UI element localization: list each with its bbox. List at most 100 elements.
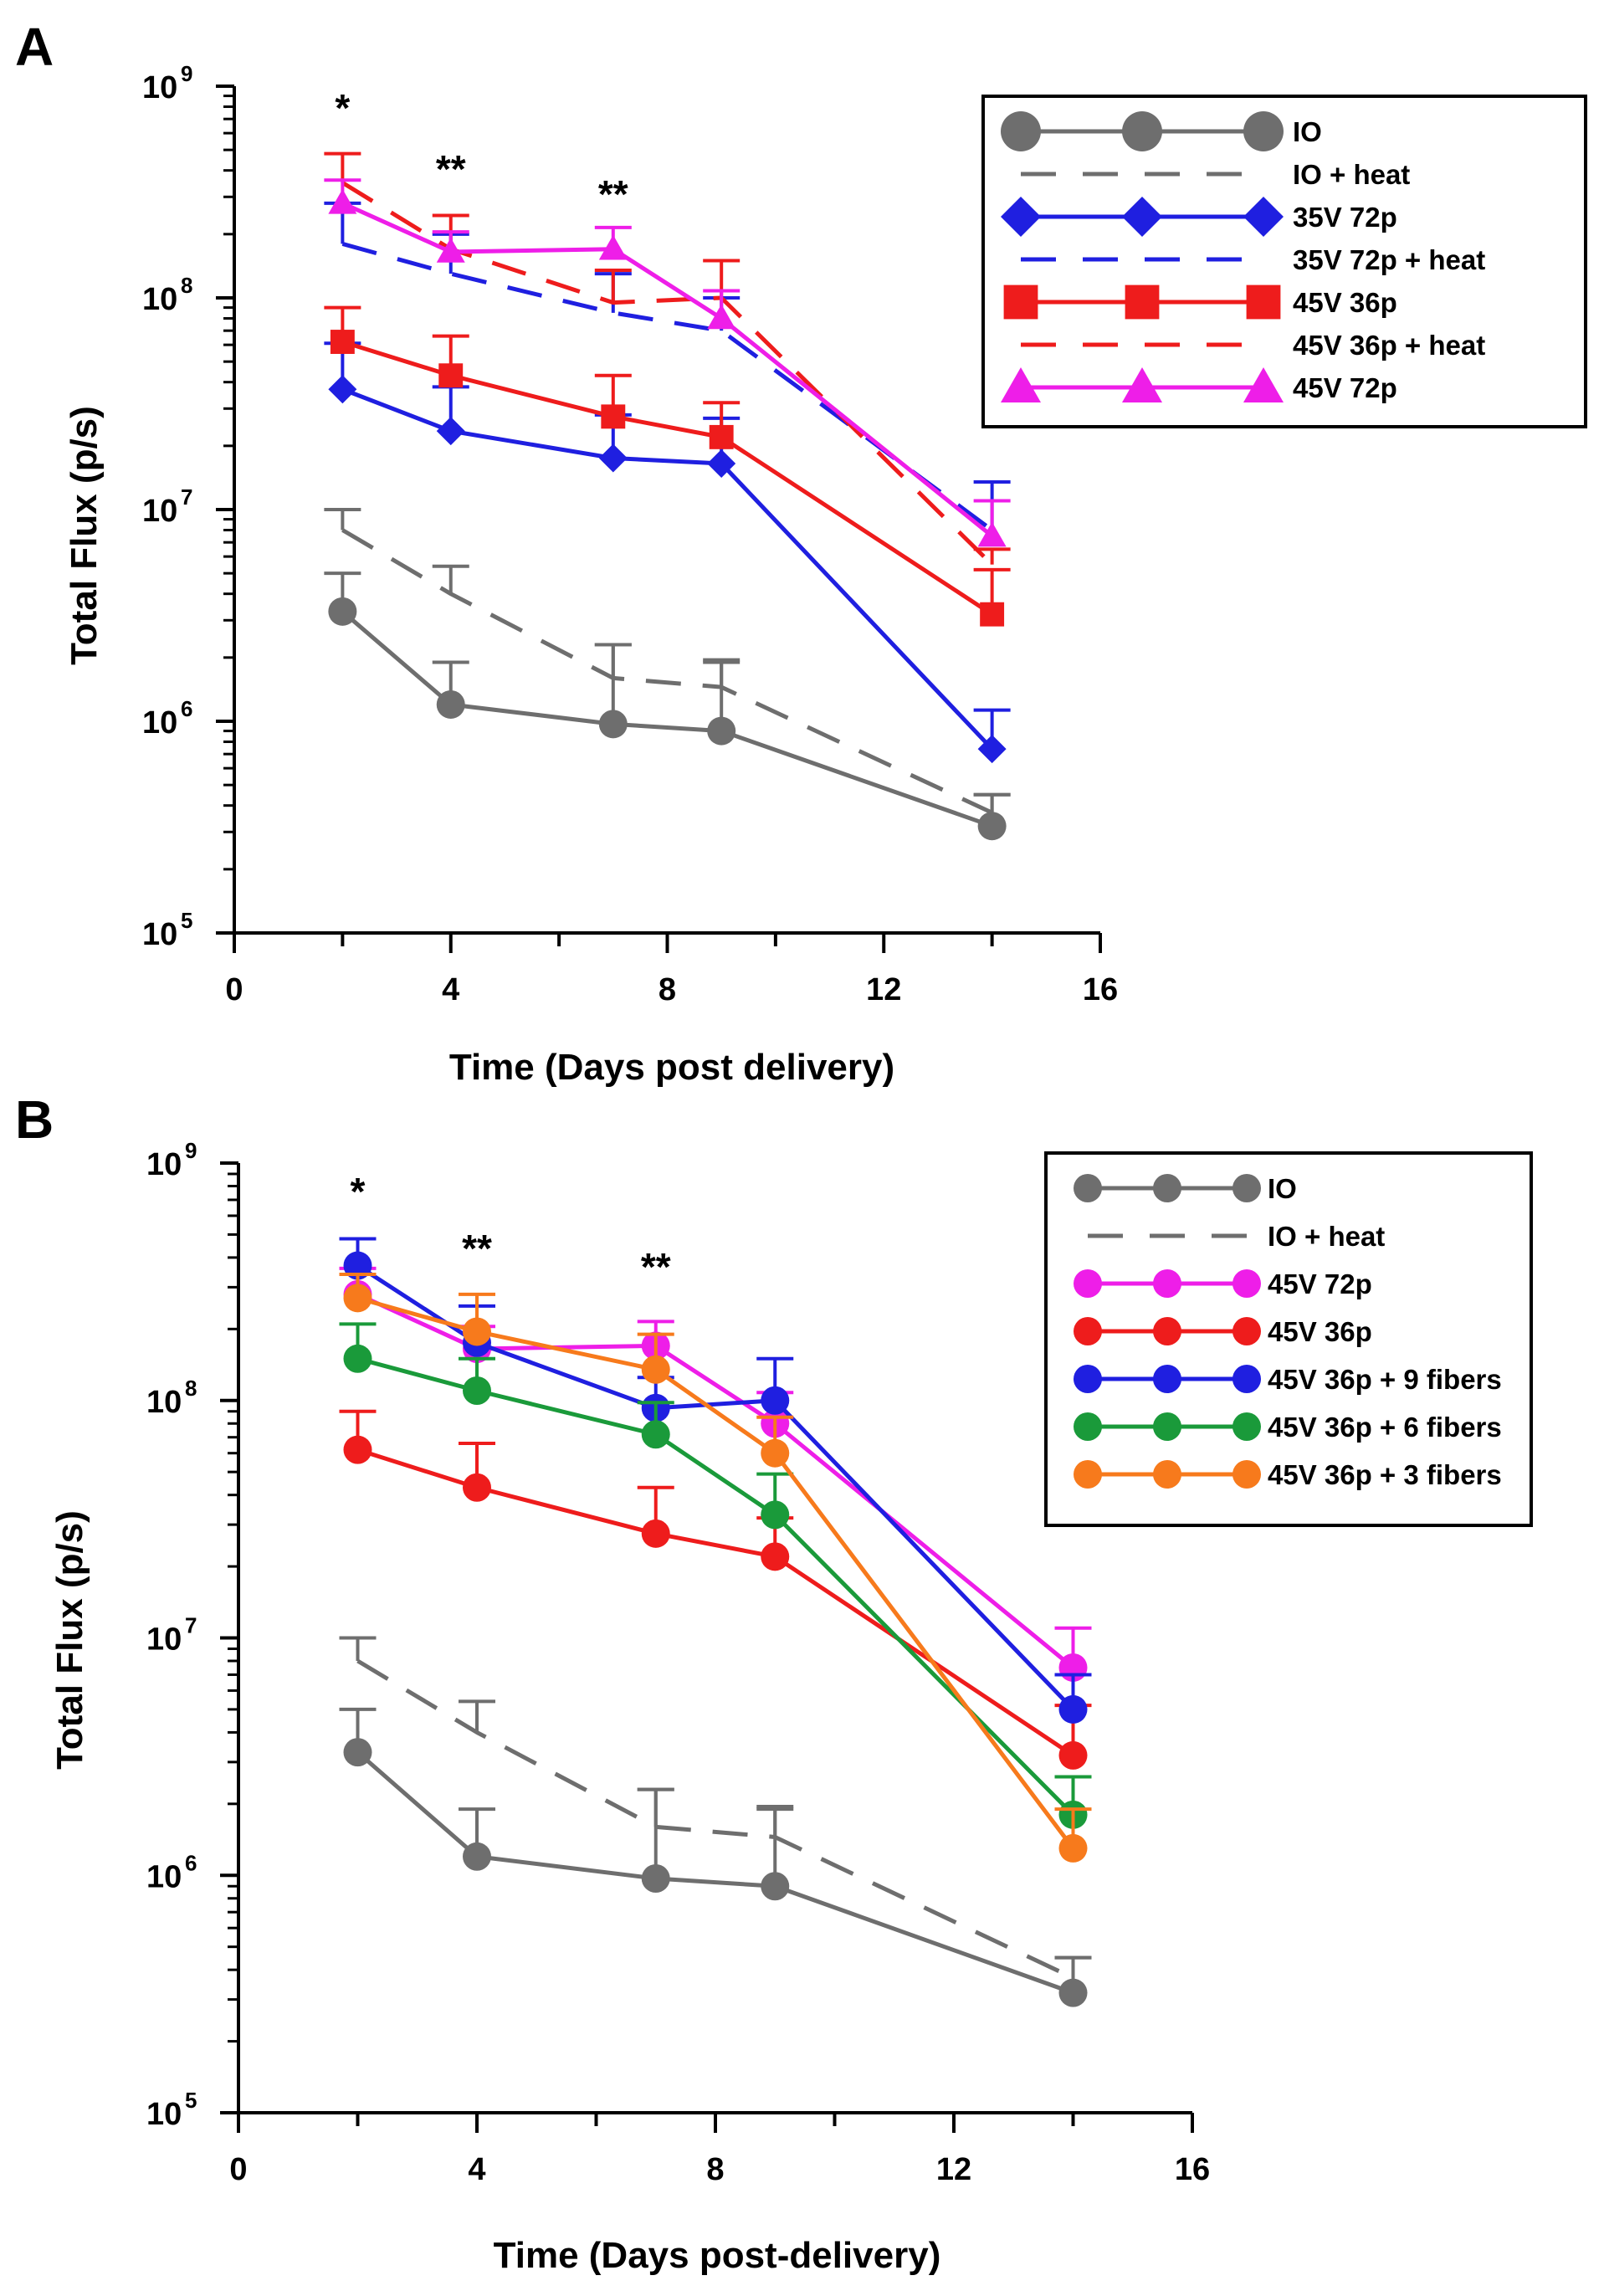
panel-b-axes: 10 510 610 710 810 90 4 8 12 16 [146,1138,1210,2187]
series-line [341,528,993,815]
data-point [761,1872,790,1901]
legend-swatch-marker [1001,367,1041,402]
y-tick-label: 10 [142,70,177,105]
legend-swatch-marker [1074,1174,1102,1202]
data-point [328,375,357,404]
data-point [598,443,628,473]
legend-swatch-marker [1246,284,1281,320]
x-tick-label: 0 [225,972,243,1007]
panel-b-series [339,1237,1092,2007]
legend-swatch-marker [1074,1317,1102,1345]
y-tick-label: 10 [146,1859,182,1894]
x-tick-label: 0 [229,2152,247,2187]
y-tick-exponent: 5 [181,908,192,933]
series-io [339,1707,1092,2007]
data-point [761,1500,790,1530]
y-tick-exponent: 8 [185,1376,197,1401]
x-tick-label: 12 [936,2152,971,2187]
legend-swatch-marker [1232,1412,1261,1441]
x-tick-label: 4 [442,972,459,1007]
legend-label: 45V 36p + 6 fibers [1268,1412,1502,1443]
y-tick-label: 10 [142,705,177,741]
legend-label: 45V 72p [1293,372,1397,403]
legend-item: 45V 36p [1003,284,1397,320]
data-point [977,735,1007,764]
legend-item: 45V 72p [1074,1268,1372,1299]
x-tick-label: 8 [706,2152,724,2187]
legend-swatch-marker [1122,367,1162,402]
y-tick-label: 10 [146,1147,182,1182]
legend-label: 45V 36p [1293,287,1397,318]
legend-swatch-marker [1243,111,1284,151]
y-tick-label: 10 [146,1385,182,1420]
data-point [328,597,357,626]
data-point [436,237,465,263]
data-point [761,1542,790,1571]
panel-a-y-axis-title: Total Flux (p/s) [64,406,105,665]
legend-swatch-marker [1232,1460,1261,1489]
legend-swatch-marker [1232,1365,1261,1393]
legend-item: 45V 36p + 9 fibers [1074,1364,1502,1395]
panel-b-chart: B 10 510 610 710 810 90 4 8 12 16 *** ** Time (Day… [15,1089,1533,2276]
legend-swatch-marker [1074,1365,1102,1393]
legend-item: 35V 72p + heat [1021,244,1485,275]
series-line [356,1658,1074,1981]
significance-marker: ** [598,172,628,216]
series-line [356,1750,1074,1996]
legend-swatch-marker [1001,111,1041,151]
panel-a-x-axis-title: Time (Days post delivery) [449,1047,894,1088]
panel-b-label: B [15,1089,54,1150]
panel-a-series [324,151,1011,841]
data-point [641,1420,670,1449]
legend-swatch-marker [1153,1317,1181,1345]
panel-b-annotations: *** ** [351,1170,671,1289]
data-point [977,812,1007,841]
legend-swatch-marker [1153,1365,1181,1393]
legend-swatch-marker [1153,1460,1181,1489]
significance-marker: ** [436,147,466,191]
legend-swatch-marker [1074,1412,1102,1441]
data-point [977,521,1007,547]
panel-b-x-axis-title: Time (Days post-delivery) [494,2235,941,2276]
legend-label: 45V 36p + heat [1293,330,1485,361]
legend-swatch-marker [1153,1269,1181,1298]
data-point [436,417,465,446]
y-tick-exponent: 7 [181,484,192,510]
legend-label: 45V 72p [1268,1268,1372,1299]
data-point [343,1738,372,1767]
significance-marker: ** [462,1227,492,1270]
data-point [343,1435,372,1464]
series-45v-36p [324,305,1011,627]
legend-label: IO [1293,116,1322,147]
data-point [463,1842,491,1871]
x-tick-label: 4 [468,2152,485,2187]
data-point [601,404,626,429]
legend-label: 35V 72p [1293,202,1397,233]
data-point [707,304,736,330]
legend-item: IO [1001,111,1322,151]
series-35v-72p [324,341,1011,764]
data-point [1058,1978,1088,2007]
legend-item: 45V 36p + heat [1021,330,1485,361]
legend-item: IO + heat [1088,1221,1385,1252]
data-point [438,363,464,388]
data-point [707,448,736,478]
legend-box [1044,1151,1533,1527]
y-tick-label: 10 [142,282,177,317]
panel-b-y-axis-title: Total Flux (p/s) [49,1510,90,1770]
y-tick-exponent: 9 [185,1138,197,1163]
series-io [324,571,1011,841]
series-line [341,242,994,532]
y-tick-exponent: 6 [181,696,192,721]
series-line [356,1295,1075,1850]
y-tick-exponent: 7 [185,1613,197,1638]
data-point [330,330,355,354]
data-point [328,188,357,214]
data-point [1058,1694,1088,1724]
y-tick-exponent: 5 [185,2088,197,2113]
series-io-heat [339,1636,1092,1981]
legend-swatch-marker [1153,1412,1181,1441]
legend-label: 45V 36p [1268,1316,1372,1347]
x-tick-label: 16 [1083,972,1118,1007]
legend-swatch-marker [1074,1269,1102,1298]
